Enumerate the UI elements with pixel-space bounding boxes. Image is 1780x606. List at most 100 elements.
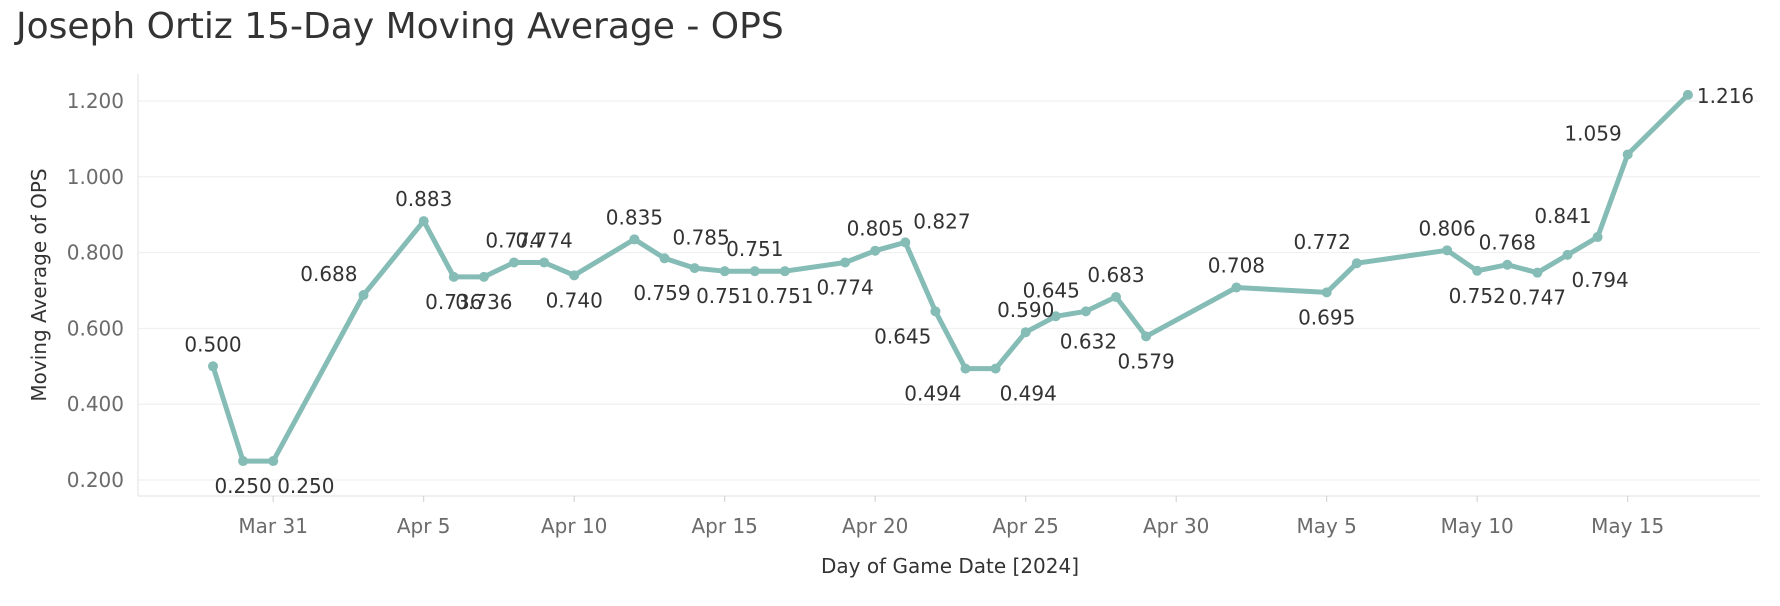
- data-point[interactable]: [509, 257, 519, 268]
- y-tick-label: 0.600: [67, 316, 124, 340]
- data-point[interactable]: [960, 363, 971, 374]
- data-point[interactable]: [629, 234, 640, 245]
- data-point[interactable]: [930, 306, 941, 317]
- data-point[interactable]: [539, 257, 550, 268]
- data-label: 0.805: [847, 217, 904, 241]
- data-point[interactable]: [238, 456, 249, 467]
- data-label: 1.216: [1697, 84, 1754, 108]
- data-label: 0.708: [1208, 253, 1265, 277]
- data-point[interactable]: [990, 363, 1001, 374]
- data-label: 0.632: [1060, 329, 1117, 353]
- data-point[interactable]: [208, 361, 218, 372]
- data-label: 0.645: [1023, 278, 1080, 302]
- data-label: 0.772: [1294, 230, 1351, 254]
- gridlines: [138, 100, 1760, 481]
- data-point[interactable]: [659, 253, 670, 264]
- x-axis-title: Day of Game Date [2024]: [821, 554, 1079, 578]
- data-label: 0.835: [606, 205, 663, 229]
- data-label: 0.759: [633, 281, 690, 305]
- data-point[interactable]: [1351, 258, 1362, 269]
- x-tick-label: May 15: [1591, 514, 1664, 538]
- data-point[interactable]: [268, 456, 279, 467]
- data-point[interactable]: [1111, 291, 1121, 302]
- data-point[interactable]: [1472, 265, 1483, 276]
- data-points: [208, 89, 1693, 467]
- data-point[interactable]: [870, 245, 881, 256]
- data-label: 1.059: [1564, 121, 1621, 145]
- data-point[interactable]: [840, 257, 851, 268]
- x-tick-label: Apr 5: [397, 514, 451, 538]
- data-label: 0.752: [1449, 284, 1506, 308]
- data-point[interactable]: [1080, 306, 1091, 317]
- y-tick-label: 1.000: [67, 165, 124, 189]
- data-label: 0.785: [673, 225, 730, 249]
- data-point[interactable]: [719, 266, 730, 277]
- data-label: 0.688: [300, 262, 357, 286]
- series-line: [210, 92, 1691, 464]
- data-point[interactable]: [1592, 232, 1603, 243]
- data-label: 0.794: [1572, 268, 1629, 292]
- data-point[interactable]: [1562, 249, 1573, 260]
- y-axis-title: Moving Average of OPS: [27, 168, 51, 401]
- data-point[interactable]: [1502, 259, 1513, 270]
- data-point[interactable]: [1020, 327, 1031, 338]
- data-label: 0.740: [546, 288, 603, 312]
- data-point[interactable]: [1141, 331, 1152, 342]
- data-label: 0.751: [726, 237, 783, 261]
- y-tick-label: 0.400: [67, 392, 124, 416]
- data-label: 0.590: [997, 298, 1054, 322]
- data-point[interactable]: [478, 271, 489, 282]
- data-label: 0.579: [1117, 349, 1174, 373]
- data-point[interactable]: [1682, 89, 1693, 100]
- data-label: 0.736: [425, 290, 482, 314]
- data-label: 0.841: [1534, 204, 1591, 228]
- data-label: 0.736: [455, 290, 512, 314]
- data-label: 0.250: [277, 474, 334, 498]
- data-point[interactable]: [1231, 282, 1242, 293]
- data-point[interactable]: [1622, 149, 1633, 160]
- data-point[interactable]: [1050, 311, 1061, 322]
- data-label: 0.751: [756, 284, 813, 308]
- data-point[interactable]: [1532, 267, 1543, 278]
- data-label: 0.494: [904, 382, 961, 406]
- x-tick-label: Apr 10: [541, 514, 607, 538]
- data-point[interactable]: [358, 290, 369, 301]
- y-tick-label: 0.800: [67, 241, 124, 265]
- data-label: 0.500: [184, 332, 241, 356]
- x-tick-label: Apr 15: [691, 514, 757, 538]
- data-label: 0.747: [1509, 286, 1566, 310]
- data-label: 0.827: [913, 209, 970, 233]
- data-point[interactable]: [1321, 287, 1332, 298]
- data-label: 0.250: [214, 474, 271, 498]
- y-tick-label: 1.200: [67, 89, 124, 113]
- data-label: 0.683: [1087, 263, 1144, 287]
- data-label: 0.883: [395, 187, 452, 211]
- data-point[interactable]: [900, 237, 911, 248]
- data-label: 0.494: [1000, 382, 1057, 406]
- data-label: 0.774: [816, 275, 873, 299]
- data-point[interactable]: [418, 216, 429, 227]
- x-tick-label: Apr 30: [1143, 514, 1209, 538]
- data-label: 0.774: [485, 228, 542, 252]
- x-tick-label: Apr 20: [842, 514, 908, 538]
- data-point[interactable]: [689, 263, 700, 274]
- axes: 0.200 0.400 0.600 0.800 1.000 1.200 Mar 31 Apr …: [67, 74, 1760, 538]
- x-tick-label: Mar 31: [238, 514, 308, 538]
- data-label: 0.774: [515, 228, 572, 252]
- data-point[interactable]: [448, 271, 459, 282]
- x-tick-label: May 5: [1296, 514, 1356, 538]
- data-point[interactable]: [1442, 245, 1453, 256]
- data-label: 0.695: [1298, 305, 1355, 329]
- x-tick-label: Apr 25: [992, 514, 1058, 538]
- series-line-layer: [210, 92, 1691, 464]
- chart-title: Joseph Ortiz 15-Day Moving Average - OPS: [16, 6, 784, 47]
- data-point[interactable]: [779, 266, 790, 277]
- data-label: 0.645: [874, 324, 931, 348]
- x-tick-label: May 10: [1441, 514, 1514, 538]
- data-point[interactable]: [569, 270, 580, 281]
- data-label: 0.806: [1418, 216, 1475, 240]
- data-label: 0.768: [1479, 231, 1536, 255]
- data-point[interactable]: [749, 266, 760, 277]
- data-label: 0.751: [696, 284, 753, 308]
